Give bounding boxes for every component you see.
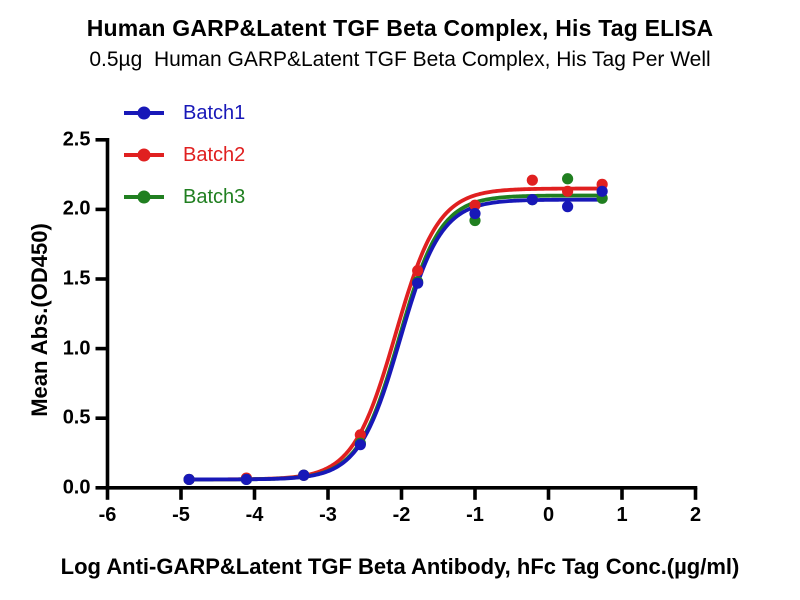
data-point-batch1 [298, 469, 310, 481]
x-tick-label: 0 [542, 503, 555, 526]
x-tick-label: 1 [616, 503, 628, 526]
data-point-batch2 [526, 174, 538, 186]
data-point-batch2 [562, 185, 574, 197]
legend-marker-batch3 [124, 190, 164, 204]
y-tick-label: 2.5 [62, 128, 91, 151]
data-point-batch2 [412, 265, 424, 277]
data-point-batch2 [469, 199, 481, 211]
chart-subtitle: 0.5µg Human GARP&Latent TGF Beta Complex… [89, 48, 711, 71]
data-point-batch1 [183, 473, 195, 486]
legend-item-batch3: Batch3 [122, 184, 245, 210]
y-tick-label: 0.0 [62, 476, 91, 499]
legend-label-batch2: Batch2 [183, 144, 246, 166]
data-point-batch1 [562, 201, 574, 213]
legend-item-batch2: Batch2 [122, 142, 245, 168]
y-tick-label: 1.5 [62, 267, 91, 290]
x-tick-label: 2 [689, 503, 702, 526]
legend-item-batch1: Batch1 [122, 100, 245, 126]
legend-marker-batch2 [124, 148, 164, 162]
legend-dot [137, 148, 151, 162]
data-point-batch1 [354, 439, 366, 451]
x-tick-label: -4 [245, 503, 264, 526]
data-point-batch3 [562, 173, 574, 185]
data-point-batch2 [354, 429, 366, 441]
data-point-batch1 [240, 473, 253, 486]
legend-label-batch3: Batch3 [183, 186, 246, 208]
data-point-batch1 [526, 194, 538, 206]
x-tick-label: -3 [319, 503, 337, 526]
y-tick-label: 1.0 [62, 337, 91, 360]
data-point-batch1 [469, 207, 481, 220]
x-tick-label: -1 [466, 503, 484, 526]
x-tick-label: -6 [98, 503, 117, 526]
data-point-batch1 [412, 277, 424, 289]
x-axis-title: Log Anti-GARP&Latent TGF Beta Antibody, … [60, 554, 740, 579]
chart-title: Human GARP&Latent TGF Beta Complex, His … [86, 15, 714, 41]
y-tick-label: 0.5 [62, 406, 91, 429]
legend-label-batch1: Batch1 [183, 102, 246, 124]
legend-dot [137, 190, 151, 204]
x-tick-label: -5 [172, 503, 190, 526]
x-tick-label: -2 [392, 503, 411, 526]
legend-marker-batch1 [124, 106, 164, 120]
legend-dot [137, 106, 151, 120]
data-point-batch1 [596, 185, 608, 197]
y-tick-label: 2.0 [62, 197, 91, 220]
fit-curve-batch2 [187, 186, 605, 482]
